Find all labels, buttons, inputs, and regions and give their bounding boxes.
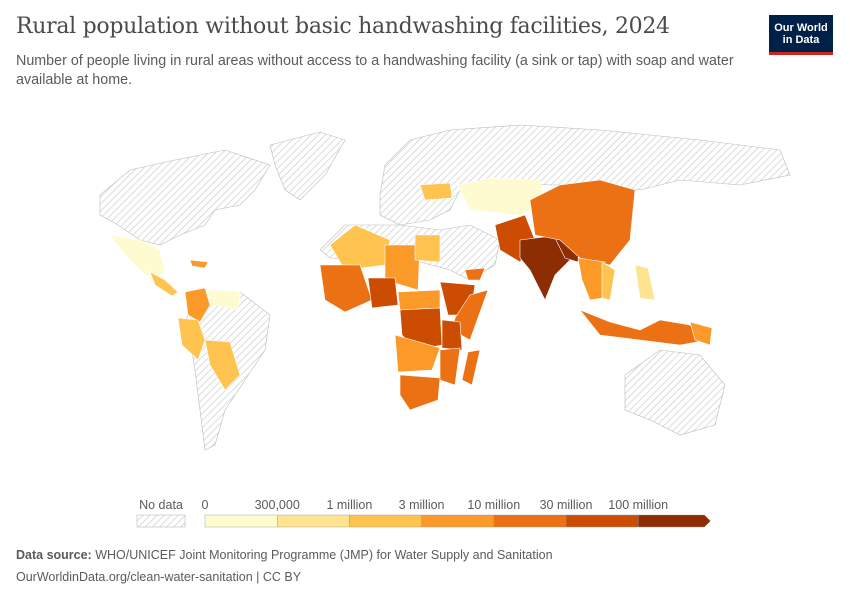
country-myanmar-thailand[interactable] [577,257,606,301]
region-australia[interactable] [624,349,726,436]
country-china[interactable] [529,179,636,266]
source-label: Data source: [16,548,92,562]
country-indonesia[interactable] [579,309,709,346]
legend [136,514,711,528]
country-mexico[interactable] [109,234,166,283]
country-central-america[interactable] [149,271,179,297]
legend-bin-5[interactable] [565,514,639,528]
legend-bin-1[interactable] [277,514,350,528]
legend-bin-label: 300,000 [254,498,300,512]
legend-bin-label: 3 million [398,498,445,512]
country-central-africa[interactable] [397,289,441,311]
legend-bin-3[interactable] [421,514,495,528]
country-vietnam-laos[interactable] [601,261,616,301]
region-north-america[interactable] [99,149,271,246]
legend-bin-label: 100 million [608,498,669,512]
country-venezuela-guyana[interactable] [206,289,241,311]
legend-bin-4[interactable] [493,514,567,528]
country-papua-new-guinea[interactable] [689,321,713,346]
country-madagascar[interactable] [461,349,481,386]
country-yemen[interactable] [464,267,486,281]
country-philippines[interactable] [634,264,656,301]
country-bolivia-paraguay[interactable] [204,339,241,391]
legend-bin-6[interactable] [638,514,711,528]
country-angola-zambia[interactable] [394,334,441,373]
legend-no-data-label: No data [139,498,183,512]
legend-bin-label: 1 million [326,498,373,512]
legend-no-data-swatch[interactable] [136,514,186,528]
country-nigeria[interactable] [367,277,399,309]
chart-title: Rural population without basic handwashi… [16,14,670,39]
country-west-africa[interactable] [319,264,373,313]
country-caribbean[interactable] [189,259,209,269]
chart-subtitle: Number of people living in rural areas w… [16,53,734,88]
owid-logo[interactable]: Our World in Data [769,15,833,55]
country-ecuador-peru[interactable] [177,317,206,361]
country-egypt[interactable] [414,234,441,263]
country-colombia[interactable] [184,287,211,323]
country-tanzania[interactable] [441,319,463,351]
legend-bin-label: 0 [201,498,209,512]
country-mozambique[interactable] [439,347,461,386]
legend-bin-label: 30 million [539,498,593,512]
region-greenland[interactable] [269,131,346,201]
legend-bin-2[interactable] [349,514,422,528]
region-europe-russia[interactable] [379,124,791,226]
country-ukraine[interactable] [419,182,453,201]
legend-bin-label: 10 million [467,498,521,512]
legend-bin-0[interactable] [204,514,278,528]
country-southern-africa[interactable] [399,374,441,411]
data-source: Data source: WHO/UNICEF Joint Monitoring… [16,548,553,562]
source-text: WHO/UNICEF Joint Monitoring Programme (J… [95,548,553,562]
source-url[interactable]: OurWorldinData.org/clean-water-sanitatio… [16,570,302,584]
